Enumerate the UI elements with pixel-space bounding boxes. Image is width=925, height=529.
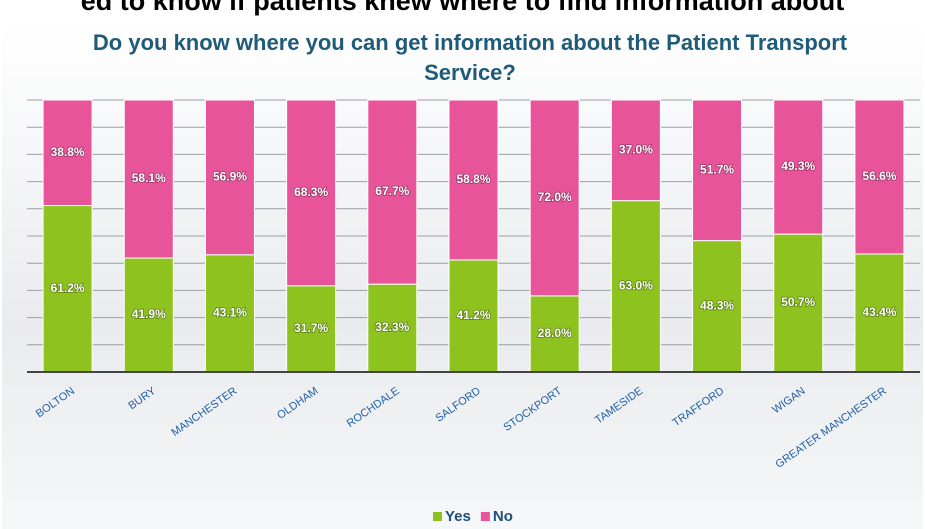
data-label: 56.9% bbox=[213, 170, 247, 184]
x-tick-label: BURY bbox=[126, 385, 158, 413]
data-label: 41.2% bbox=[456, 308, 490, 322]
bar-segment bbox=[367, 99, 418, 285]
data-label: 58.1% bbox=[132, 171, 166, 185]
bar-segment bbox=[529, 295, 580, 373]
bar-segment bbox=[854, 99, 905, 255]
legend-swatch bbox=[433, 512, 442, 521]
data-label: 28.0% bbox=[538, 326, 572, 340]
data-label: 37.0% bbox=[619, 142, 653, 156]
data-label: 50.7% bbox=[781, 295, 815, 309]
bar-segment bbox=[773, 99, 824, 235]
bar-segment bbox=[286, 285, 337, 373]
bar-segment bbox=[610, 200, 661, 373]
x-tick-label: ROCHDALE bbox=[345, 385, 402, 430]
bar-segment bbox=[42, 205, 93, 373]
bar-segment bbox=[529, 99, 580, 297]
bar-segment bbox=[123, 257, 174, 373]
data-label: 56.6% bbox=[862, 169, 896, 183]
data-label: 51.7% bbox=[700, 162, 734, 176]
bar-segment bbox=[692, 99, 743, 242]
data-label: 68.3% bbox=[294, 185, 328, 199]
bar-segment bbox=[854, 253, 905, 373]
legend-swatch bbox=[480, 512, 490, 521]
bar-segment bbox=[773, 233, 824, 373]
data-label: 58.8% bbox=[456, 172, 490, 186]
data-label: 48.3% bbox=[700, 298, 734, 312]
legend-label: No bbox=[493, 508, 513, 525]
x-tick-label: BOLTON bbox=[34, 385, 77, 420]
chart-title: Do you know where you can get informatio… bbox=[92, 30, 848, 85]
x-tick-label: TRAFFORD bbox=[670, 385, 726, 429]
data-label: 43.1% bbox=[213, 306, 247, 320]
legend-label: Yes bbox=[445, 508, 471, 525]
data-label: 32.3% bbox=[375, 320, 409, 334]
data-label: 61.2% bbox=[51, 281, 85, 295]
data-label: 31.7% bbox=[294, 321, 328, 335]
data-label: 72.0% bbox=[538, 190, 572, 204]
x-tick-label: WIGAN bbox=[770, 385, 807, 416]
caption: ed to know if patients knew where to fin… bbox=[80, 0, 845, 16]
x-tick-label: MANCHESTER bbox=[169, 385, 239, 439]
bar-segment bbox=[448, 99, 499, 261]
x-tick-label: TAMESIDE bbox=[593, 385, 645, 427]
data-label: 49.3% bbox=[781, 159, 815, 173]
bar-segment bbox=[204, 254, 255, 373]
data-label: 63.0% bbox=[619, 278, 653, 292]
data-label: 67.7% bbox=[375, 184, 409, 198]
data-label: 43.4% bbox=[862, 305, 896, 319]
bar-segment bbox=[42, 99, 93, 207]
bar-segment bbox=[286, 99, 337, 287]
bar-segment bbox=[204, 99, 255, 256]
data-label: 41.9% bbox=[132, 307, 166, 321]
x-tick-label: OLDHAM bbox=[275, 385, 320, 422]
bar-segment bbox=[610, 99, 661, 202]
x-tick-label: SALFORD bbox=[433, 385, 482, 425]
bar-segment bbox=[123, 99, 174, 259]
x-tick-label: STOCKPORT bbox=[501, 385, 564, 434]
data-label: 38.8% bbox=[51, 145, 85, 159]
bar-segment bbox=[448, 259, 499, 373]
